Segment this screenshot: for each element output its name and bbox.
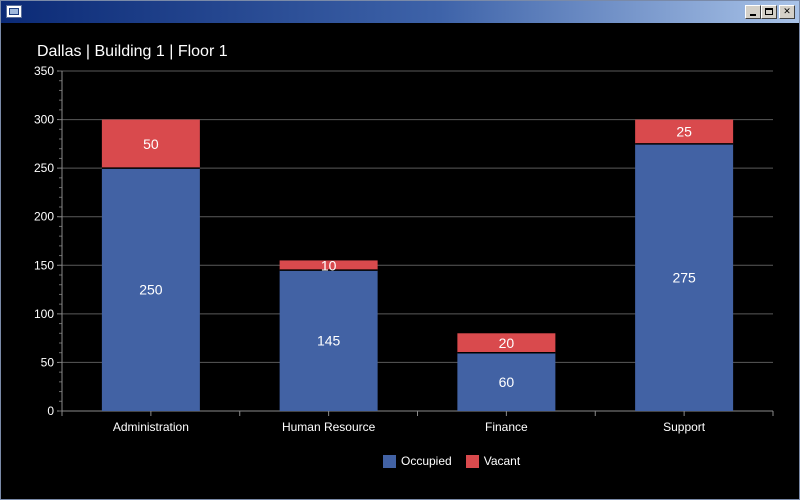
- bar-vacant: [635, 119, 734, 144]
- maximize-button[interactable]: [761, 5, 777, 19]
- data-label-vacant: 10: [321, 257, 337, 273]
- bar-occupied: [457, 352, 556, 411]
- minimize-button[interactable]: [745, 5, 761, 19]
- title-bar[interactable]: [1, 1, 799, 23]
- close-button[interactable]: [779, 5, 795, 19]
- bar-occupied: [635, 143, 734, 411]
- y-tick-label: 100: [34, 307, 54, 321]
- bar-occupied: [101, 168, 200, 411]
- chart-title: Dallas | Building 1 | Floor 1: [37, 43, 228, 60]
- y-tick-label: 250: [34, 161, 54, 175]
- y-tick-label: 300: [34, 113, 54, 127]
- bar-vacant: [279, 260, 378, 271]
- x-tick-label: Support: [663, 420, 706, 434]
- legend-swatch-vacant: [465, 454, 479, 468]
- legend-swatch-occupied: [383, 454, 396, 468]
- x-tick-label: Administration: [113, 420, 189, 434]
- y-tick-label: 0: [47, 404, 54, 418]
- chart-legend: Occupied Vacant: [383, 454, 520, 468]
- bar-vacant: [457, 333, 556, 353]
- data-label-occupied: 60: [499, 374, 515, 390]
- legend-label-vacant: Vacant: [483, 454, 521, 468]
- legend-item-occupied: Occupied: [383, 454, 452, 468]
- x-tick-label: Finance: [485, 420, 528, 434]
- app-window-icon[interactable]: [6, 5, 22, 18]
- legend-label-occupied: Occupied: [401, 454, 452, 468]
- data-label-occupied: 250: [139, 282, 163, 298]
- data-label-occupied: 275: [672, 269, 696, 285]
- data-label-occupied: 145: [317, 333, 341, 349]
- bar-occupied: [279, 270, 378, 411]
- x-tick-label: Human Resource: [282, 420, 376, 434]
- data-label-vacant: 50: [143, 136, 159, 152]
- y-tick-label: 150: [34, 258, 54, 272]
- data-label-vacant: 25: [676, 124, 692, 140]
- y-tick-label: 50: [41, 355, 55, 369]
- data-label-vacant: 20: [499, 335, 515, 351]
- y-tick-label: 350: [34, 64, 54, 78]
- y-tick-label: 200: [34, 210, 54, 224]
- bar-vacant: [101, 119, 200, 169]
- legend-item-vacant: Vacant: [465, 454, 521, 468]
